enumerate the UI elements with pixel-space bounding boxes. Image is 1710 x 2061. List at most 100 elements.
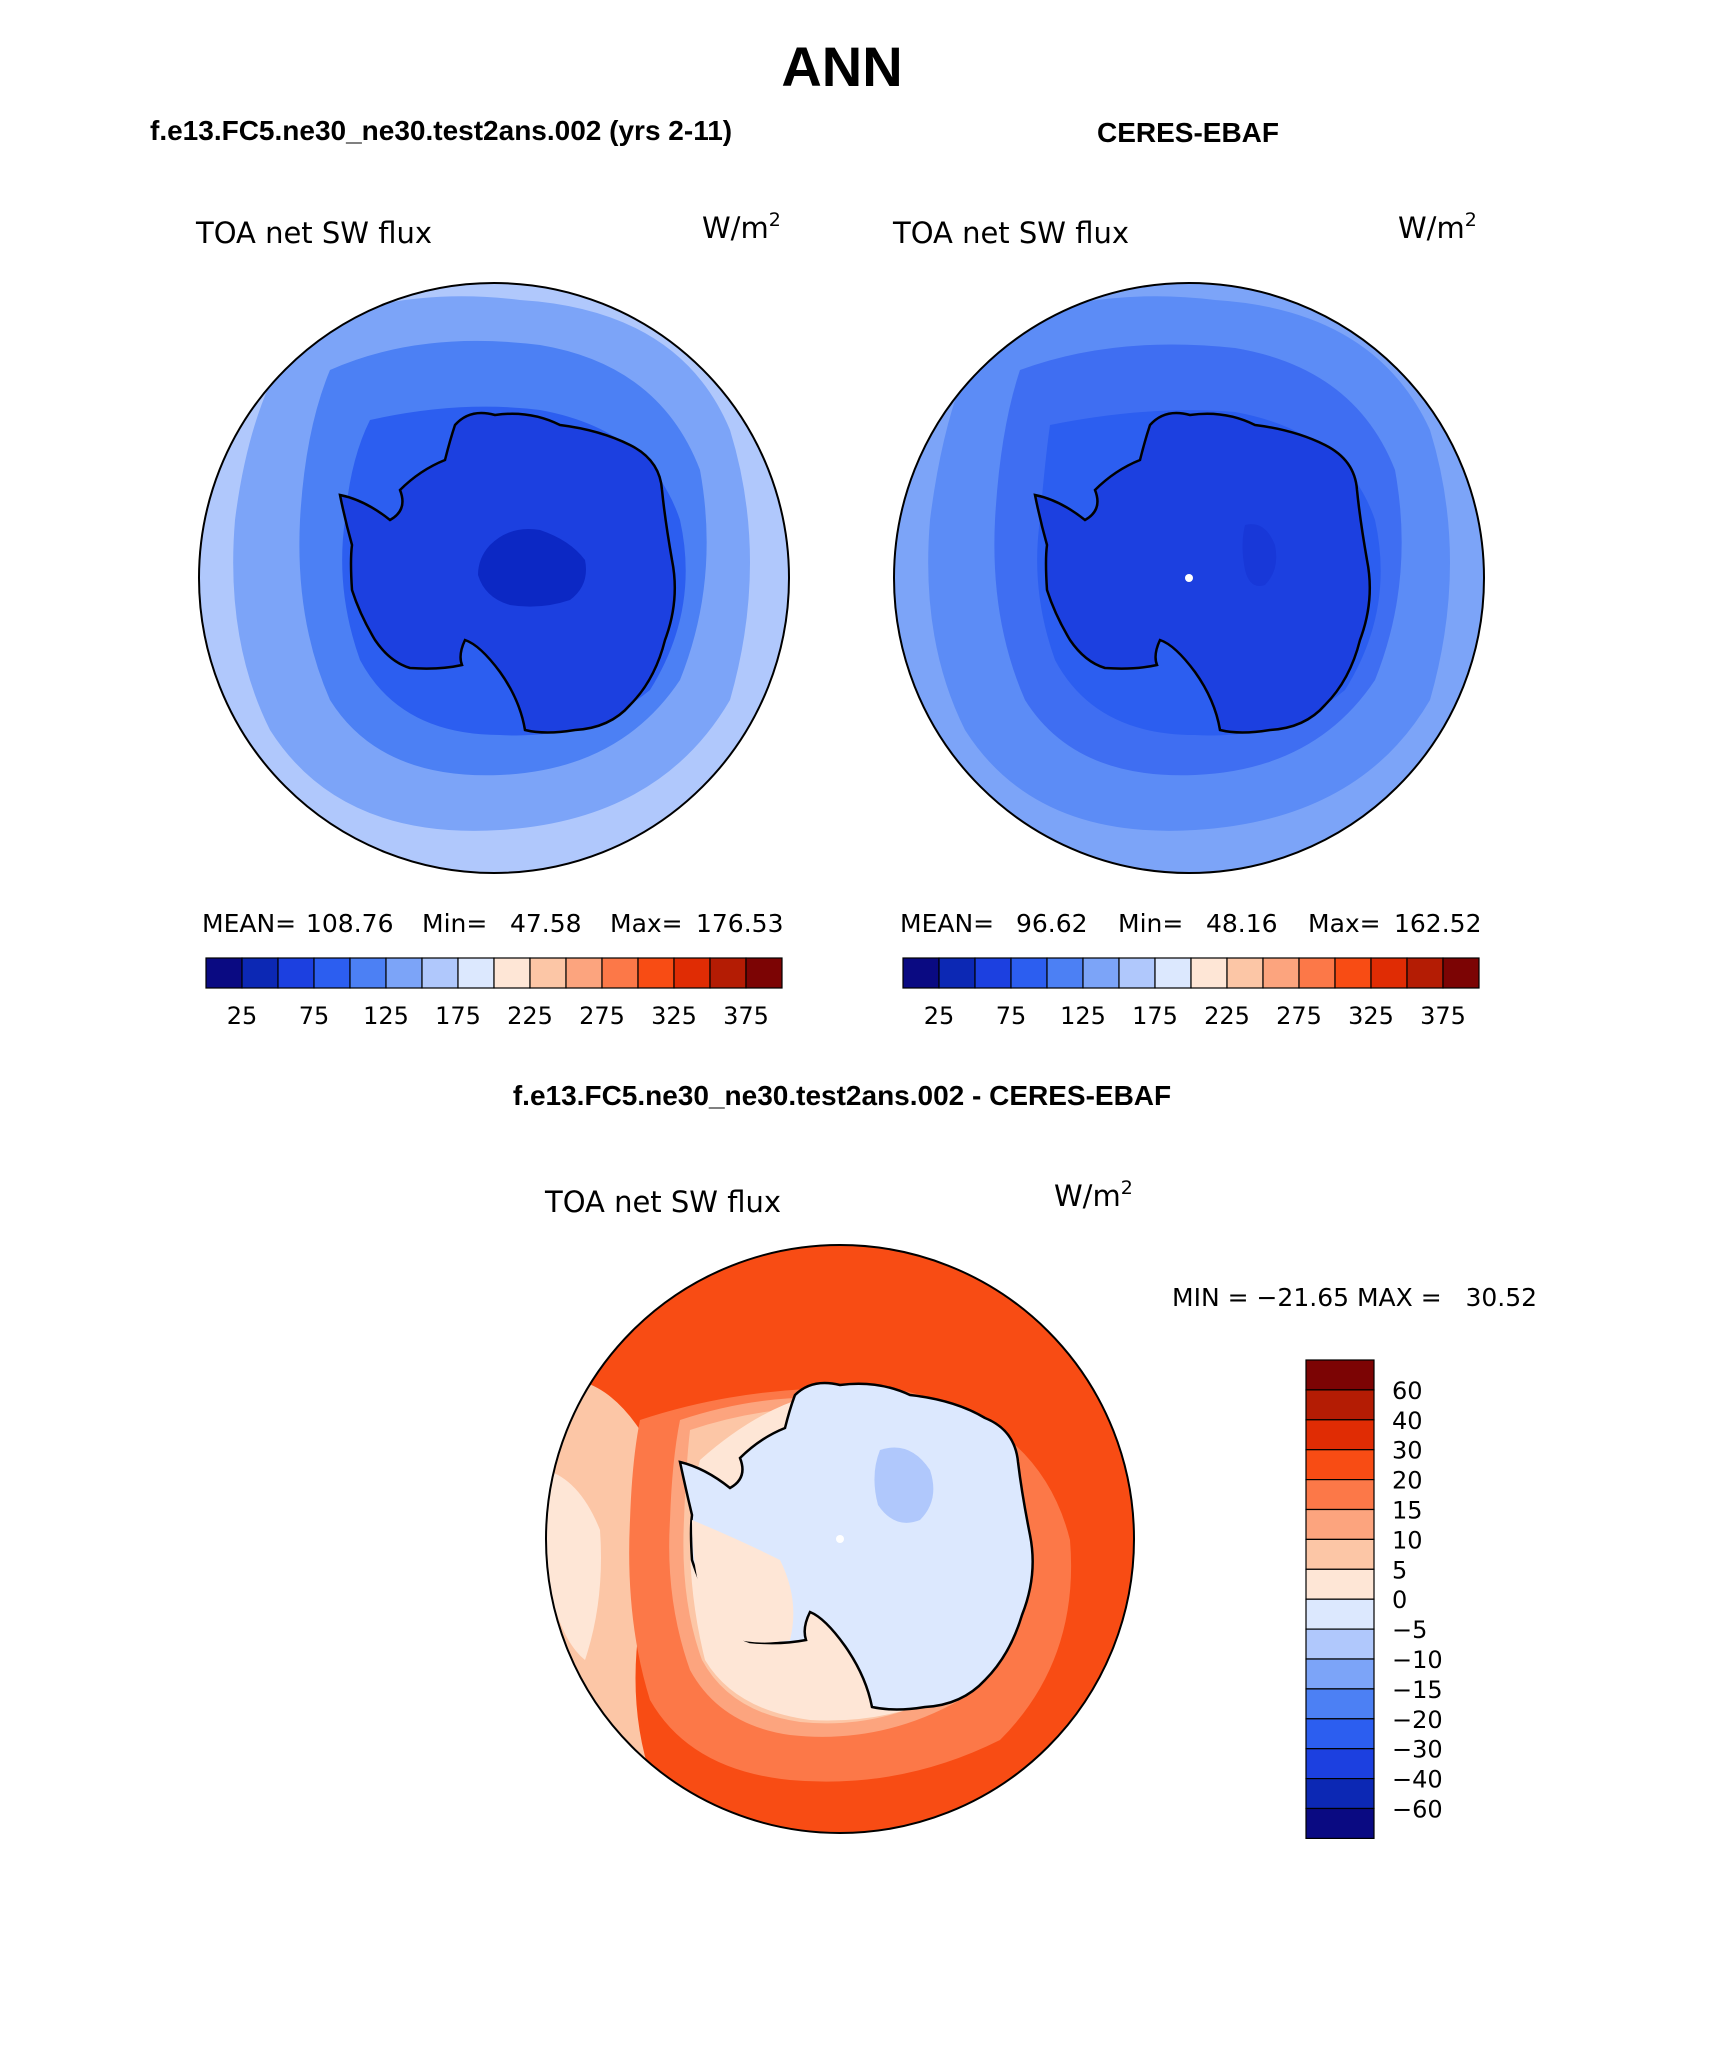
diff-legend-swatch <box>1305 1568 1375 1600</box>
panel-a-colorbar-swatch <box>709 957 747 989</box>
panel-a: TOA net SW flux W/m2 MEAN= 108.76 Min= 4… <box>195 209 790 1030</box>
diff-west-continent-warm <box>692 1520 794 1643</box>
panel-b-units-label: W/m2 <box>1398 209 1477 245</box>
panel-b-colorbar-swatch <box>1406 957 1444 989</box>
diff-legend-label: 40 <box>1392 1407 1423 1435</box>
panel-b-max-value: 162.52 <box>1394 909 1481 938</box>
diff-legend-swatch <box>1305 1748 1375 1780</box>
diff-legend-label: −60 <box>1392 1796 1443 1824</box>
panel-b-max-label: Max= <box>1308 909 1381 938</box>
panel-a-map-border <box>198 282 790 874</box>
diff-legend-swatch <box>1305 1478 1375 1511</box>
diff-legend-swatch <box>1305 1777 1375 1810</box>
panel-b-colorbar-swatch <box>1010 957 1048 989</box>
panel-b-case-title: CERES-EBAF <box>1097 117 1279 148</box>
panel-a-mean-value: 108.76 <box>306 909 393 938</box>
panel-a-plateau <box>478 529 586 607</box>
panel-b-colorbar-swatch <box>1046 957 1084 989</box>
panel-a-colorbar-swatch <box>529 957 567 989</box>
panel-b-colorbar-swatch <box>1154 957 1192 989</box>
diff-legend-label: −40 <box>1392 1766 1443 1794</box>
panel-b-colorbar-swatch <box>1118 957 1156 989</box>
panel-a-colorbar-tick-label: 325 <box>651 1002 697 1030</box>
panel-a-colorbar-swatch <box>241 957 279 989</box>
panel-a-max-value: 176.53 <box>696 909 783 938</box>
diff-legend-label: −5 <box>1392 1616 1427 1644</box>
panel-a-mean-label: MEAN= <box>202 909 296 938</box>
panel-b-colorbar-tick-label: 25 <box>924 1002 955 1030</box>
diff-legend-swatch <box>1305 1598 1375 1630</box>
diff-legend-label: 5 <box>1392 1556 1407 1584</box>
panel-b-variable-label: TOA net SW flux <box>892 216 1129 250</box>
panel-a-units-label: W/m2 <box>702 209 781 245</box>
panel-b-colorbar-swatch <box>1226 957 1264 989</box>
panel-b-colorbar-swatch <box>974 957 1012 989</box>
panel-a-colorbar: 25 75 125 175 225 275 325 375 <box>205 957 783 1030</box>
panel-a-colorbar-tick-label: 25 <box>227 1002 258 1030</box>
panel-b-colorbar-tick-label: 275 <box>1276 1002 1322 1030</box>
diff-legend-swatch <box>1305 1807 1375 1839</box>
panel-b-colorbar-tick-label: 125 <box>1060 1002 1106 1030</box>
diff-variable-label: TOA net SW flux <box>544 1185 781 1219</box>
diff-map-border <box>545 1244 1135 1834</box>
panel-a-min-value: 47.58 <box>510 909 582 938</box>
diff-legend-swatch <box>1305 1508 1375 1540</box>
panel-b-mean-label: MEAN= <box>900 909 994 938</box>
panel-b-min-label: Min= <box>1118 909 1183 938</box>
panel-a-colorbar-tick-label: 375 <box>723 1002 769 1030</box>
diff-units-label: W/m2 <box>1054 1177 1133 1213</box>
panel-b-colorbar: 25 75 125 175 225 275 325 375 <box>902 957 1480 1030</box>
panel-a-colorbar-tick-label: 75 <box>299 1002 330 1030</box>
diff-legend-swatch <box>1305 1718 1375 1750</box>
diff-legend-label: 60 <box>1392 1377 1423 1405</box>
panel-a-min-label: Min= <box>422 909 487 938</box>
panel-a-case-title: f.e13.FC5.ne30_ne30.test2ans.002 (yrs 2-… <box>150 115 732 146</box>
panel-a-colorbar-swatch <box>601 957 639 989</box>
panel-a-colorbar-swatch <box>565 957 603 989</box>
diff-legend-swatch <box>1305 1389 1375 1421</box>
panel-a-colorbar-swatch <box>673 957 711 989</box>
panel-b-colorbar-tick-label: 75 <box>996 1002 1027 1030</box>
panel-b-polar-map <box>894 283 1484 873</box>
panel-a-colorbar-tick-label: 125 <box>363 1002 409 1030</box>
panel-b-colorbar-tick-label: 175 <box>1132 1002 1178 1030</box>
diff-legend-label: −30 <box>1392 1736 1443 1764</box>
diff-legend-swatch <box>1305 1449 1375 1481</box>
panel-b-min-value: 48.16 <box>1206 909 1278 938</box>
panel-a-colorbar-tick-label: 225 <box>507 1002 553 1030</box>
diff-plateau-patch <box>874 1447 934 1523</box>
panel-b-colorbar-tick-label: 325 <box>1348 1002 1394 1030</box>
diff-legend-swatch <box>1305 1688 1375 1720</box>
diff-legend-label: 10 <box>1392 1526 1423 1554</box>
panel-a-colorbar-tick-label: 175 <box>435 1002 481 1030</box>
panel-b-colorbar-tick-label: 225 <box>1204 1002 1250 1030</box>
panel-a-max-label: Max= <box>610 909 683 938</box>
panel-a-colorbar-swatch <box>385 957 423 989</box>
panel-b-antarctica <box>1033 411 1371 734</box>
panel-a-colorbar-tick-label: 275 <box>579 1002 625 1030</box>
panel-b-plateau-patch <box>1242 524 1277 586</box>
panel-b-pole-hole <box>1185 574 1193 582</box>
diff-legend-label: −20 <box>1392 1706 1443 1734</box>
panel-a-colorbar-swatch <box>313 957 351 989</box>
panel-b-colorbar-swatch <box>1334 957 1372 989</box>
panel-b-colorbar-swatch <box>1082 957 1120 989</box>
diff-legend-swatch <box>1305 1359 1375 1391</box>
diff-title: f.e13.FC5.ne30_ne30.test2ans.002 - CERES… <box>513 1080 1171 1111</box>
diff-west-palest <box>546 1470 601 1660</box>
panel-b-stats: MEAN= 96.62 Min= 48.16 Max= 162.52 <box>900 909 1481 938</box>
diff-pole-hole <box>836 1535 844 1543</box>
panel-b-colorbar-swatch <box>1370 957 1408 989</box>
panel-a-colorbar-swatch <box>205 957 243 989</box>
diff-legend-swatch <box>1305 1419 1375 1451</box>
panel-a-colorbar-swatch <box>349 957 387 989</box>
panel-a-colorbar-swatch <box>277 957 315 989</box>
diff-legend-label: 20 <box>1392 1467 1423 1495</box>
panel-a-colorbar-swatch <box>421 957 459 989</box>
panel-b-colorbar-swatch <box>1190 957 1228 989</box>
diff-legend-label: 15 <box>1392 1497 1423 1525</box>
panel-b-colorbar-swatch <box>902 957 940 989</box>
panel-a-colorbar-swatch <box>493 957 531 989</box>
